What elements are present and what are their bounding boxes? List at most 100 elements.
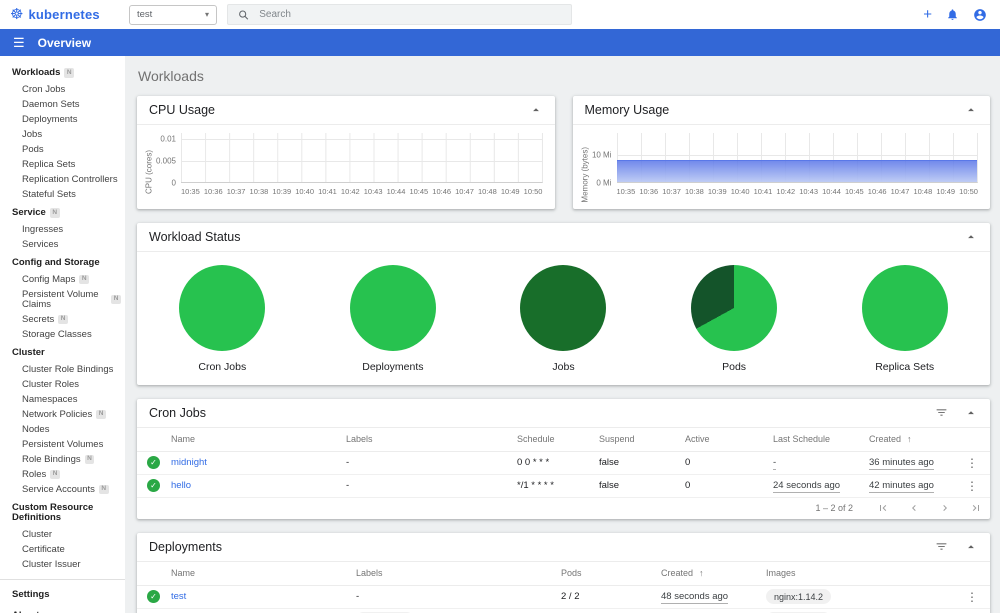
item-label: Roles [22,468,47,480]
sidebar-item-cluster-role-bindings[interactable]: Cluster Role Bindings [0,362,125,377]
pie-chart[interactable] [520,264,607,351]
collapse-card-icon[interactable] [964,406,978,420]
row-menu-kebab-icon[interactable]: ⋮ [966,455,978,470]
cell-labels: - [346,457,350,469]
x-tick-label: 10:40 [295,187,314,196]
sidebar-item-about[interactable]: About [0,606,125,613]
cell-labels: - [346,480,350,492]
sidebar-item-jobs[interactable]: Jobs [0,127,125,142]
collapse-card-icon[interactable] [964,103,978,117]
search-input[interactable] [259,9,561,20]
table-row[interactable]: ✓ midnight - 0 0 * * * false 0 - 36 minu… [137,452,990,475]
notifications-bell-icon[interactable] [946,8,959,21]
sidebar-section-service[interactable]: Service N [0,202,125,222]
sidebar-item-config-maps[interactable]: Config Maps N [0,272,125,287]
sidebar-item-secrets[interactable]: Secrets N [0,312,125,327]
filter-icon[interactable] [935,540,948,553]
last-page-icon[interactable] [970,502,982,514]
row-menu-kebab-icon[interactable]: ⋮ [966,589,978,604]
col-created[interactable]: Created ↑ [869,434,954,444]
col-active[interactable]: Active [685,434,710,445]
kubernetes-logo[interactable]: ☸ kubernetes [0,7,125,22]
menu-icon[interactable]: ☰ [13,34,25,50]
col-images[interactable]: Images [766,568,796,579]
sidebar-item-persistent-volume-claims[interactable]: Persistent Volume Claims N [0,287,125,312]
sidebar-item-crd-cluster-issuer[interactable]: Cluster Issuer [0,557,125,572]
y-tick: 10 Mi [591,150,612,160]
section-label: Config and Storage [12,257,100,268]
sidebar-item-deployments[interactable]: Deployments [0,112,125,127]
y-axis-ticks: 10 Mi 0 Mi [591,133,617,188]
cell-created[interactable]: 36 minutes ago [869,457,934,471]
cell-last-schedule[interactable]: 24 seconds ago [773,480,841,494]
sidebar-item-nodes[interactable]: Nodes [0,422,125,437]
next-page-icon[interactable] [939,502,951,514]
deployment-name-link[interactable]: test [171,591,187,603]
sidebar-item-crd-cluster[interactable]: Cluster [0,527,125,542]
item-label: Storage Classes [22,328,92,340]
sidebar-item-daemon-sets[interactable]: Daemon Sets [0,97,125,112]
cell-created[interactable]: 48 seconds ago [661,591,729,605]
sidebar-section-custom-resource-definitions[interactable]: Custom Resource Definitions [0,497,125,527]
sidebar-item-cron-jobs[interactable]: Cron Jobs [0,82,125,97]
filter-icon[interactable] [935,406,948,419]
cron-job-name-link[interactable]: hello [171,480,192,492]
col-schedule[interactable]: Schedule [517,434,555,445]
item-label: Cron Jobs [22,83,66,95]
sidebar-item-persistent-volumes[interactable]: Persistent Volumes [0,437,125,452]
sidebar-item-replication-controllers[interactable]: Replication Controllers [0,172,125,187]
sidebar-item-network-policies[interactable]: Network Policies N [0,407,125,422]
sidebar-item-ingresses[interactable]: Ingresses [0,222,125,237]
item-label: Jobs [22,128,43,140]
table-row[interactable]: ✓ nginx-deployment app: nginx 3 / 3 42 m… [137,609,990,613]
col-pods[interactable]: Pods [561,568,582,579]
sidebar-item-role-bindings[interactable]: Role Bindings N [0,452,125,467]
sidebar-item-namespaces[interactable]: Namespaces [0,392,125,407]
row-menu-kebab-icon[interactable]: ⋮ [966,478,978,493]
col-name[interactable]: Name [171,568,196,579]
collapse-card-icon[interactable] [964,230,978,244]
col-created[interactable]: Created ↑ [661,568,766,578]
create-resource-icon[interactable]: + [923,6,932,23]
col-last-schedule[interactable]: Last Schedule [773,434,831,445]
sidebar-item-replica-sets[interactable]: Replica Sets [0,157,125,172]
cell-created[interactable]: 42 minutes ago [869,480,934,494]
pie-chart[interactable] [861,264,948,351]
cell-schedule: */1 * * * * [517,480,554,492]
sidebar-item-settings[interactable]: Settings [0,585,125,606]
search-bar[interactable] [227,4,572,25]
sidebar-section-config-and-storage[interactable]: Config and Storage [0,252,125,272]
sidebar-item-crd-certificate[interactable]: Certificate [0,542,125,557]
pie-chart[interactable] [691,264,778,351]
pie-chart[interactable] [349,264,436,351]
deployments-card: Deployments Name Labels Pods Created [137,532,990,613]
sidebar-section-workloads[interactable]: Workloads N [0,62,125,82]
collapse-card-icon[interactable] [529,103,543,117]
sidebar-item-cluster-roles[interactable]: Cluster Roles [0,377,125,392]
x-tick-label: 10:49 [936,187,956,196]
sidebar-item-storage-classes[interactable]: Storage Classes [0,327,125,342]
cell-last-schedule[interactable]: - [773,457,777,471]
table-row[interactable]: ✓ test - 2 / 2 48 seconds ago nginx:1.14… [137,586,990,609]
cell-labels: - [356,591,360,603]
cron-job-name-link[interactable]: midnight [171,457,207,469]
previous-page-icon[interactable] [908,502,920,514]
table-row[interactable]: ✓ hello - */1 * * * * false 0 24 seconds… [137,475,990,498]
col-labels[interactable]: Labels [356,568,383,579]
sidebar-item-services[interactable]: Services [0,237,125,252]
item-label: Services [22,238,59,250]
sidebar-item-stateful-sets[interactable]: Stateful Sets [0,187,125,202]
pie-chart[interactable] [179,264,266,351]
col-suspend[interactable]: Suspend [599,434,635,445]
user-account-icon[interactable] [973,8,987,22]
col-name[interactable]: Name [171,434,196,445]
collapse-card-icon[interactable] [964,540,978,554]
namespace-selector[interactable]: test ▾ [129,4,217,25]
col-labels[interactable]: Labels [346,434,373,445]
sidebar-section-cluster[interactable]: Cluster [0,342,125,362]
section-label: Workloads [12,67,61,78]
sidebar-item-pods[interactable]: Pods [0,142,125,157]
first-page-icon[interactable] [877,502,889,514]
sidebar-item-roles[interactable]: Roles N [0,467,125,482]
sidebar-item-service-accounts[interactable]: Service Accounts N [0,482,125,497]
